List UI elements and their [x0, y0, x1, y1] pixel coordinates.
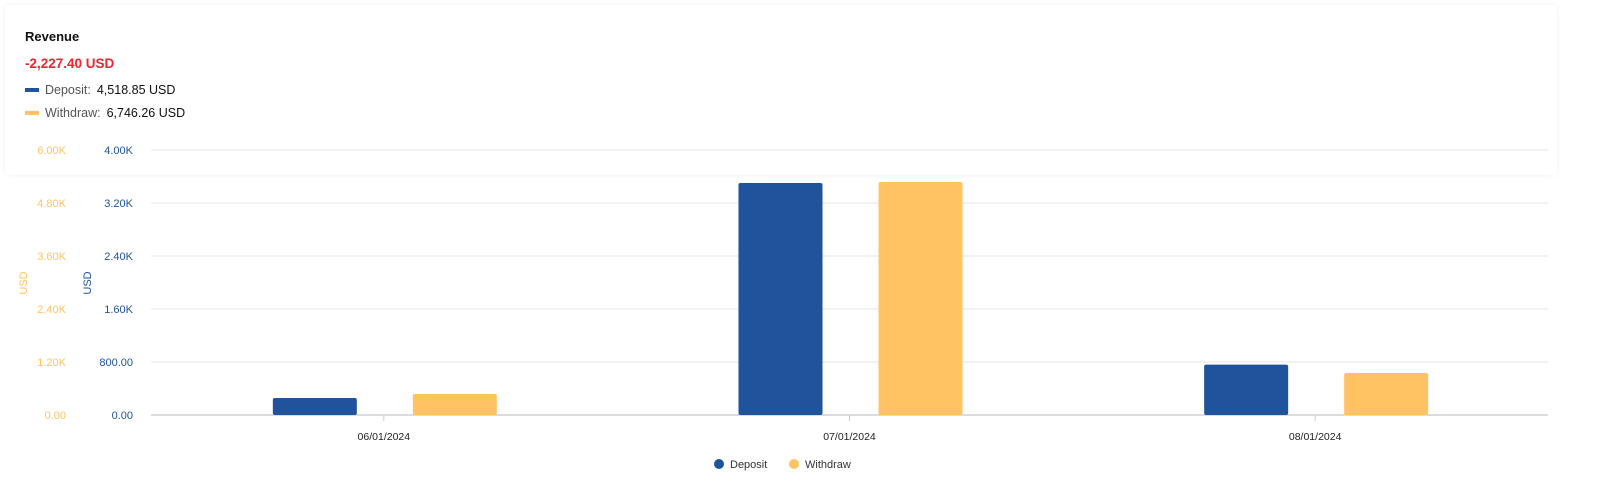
bar-withdraw	[412, 394, 497, 415]
summary-card	[5, 5, 1557, 175]
bar-deposit	[738, 182, 823, 415]
deposit-value: 4,518.85 USD	[96, 83, 176, 97]
withdraw-swatch	[25, 111, 39, 115]
summary-withdraw: Withdraw: 6,746.26 USD	[25, 106, 185, 120]
y-axis-title-deposit: USD	[82, 271, 94, 294]
legend-label-deposit[interactable]: Deposit	[730, 459, 767, 471]
y-tick-label-withdraw: 2.40K	[37, 304, 66, 316]
bar-deposit	[1204, 364, 1289, 415]
y-tick-label-deposit: 0.00	[112, 410, 133, 422]
y-tick-label-deposit: 2.40K	[104, 251, 133, 263]
withdraw-value: 6,746.26 USD	[106, 106, 186, 120]
y-tick-label-deposit: 800.00	[99, 357, 133, 369]
y-axis-title-withdraw: USD	[18, 271, 30, 294]
legend-marker-deposit	[714, 459, 724, 469]
y-tick-label-deposit: 1.60K	[104, 304, 133, 316]
y-tick-label-deposit: 4.00K	[104, 145, 133, 157]
bar-withdraw	[878, 182, 963, 415]
x-tick-label: 07/01/2024	[823, 431, 876, 443]
bar-deposit	[272, 397, 357, 415]
y-tick-label-deposit: 3.20K	[104, 198, 133, 210]
bar-withdraw	[1344, 372, 1429, 415]
legend-label-withdraw[interactable]: Withdraw	[805, 459, 851, 471]
x-tick-label: 06/01/2024	[358, 431, 411, 443]
deposit-swatch	[25, 88, 39, 92]
legend-marker-withdraw	[789, 459, 799, 469]
chart-title: Revenue	[25, 29, 80, 44]
y-tick-label-withdraw: 1.20K	[37, 357, 66, 369]
y-tick-label-withdraw: 6.00K	[37, 145, 66, 157]
withdraw-label: Withdraw:	[45, 106, 101, 120]
deposit-label: Deposit:	[45, 83, 91, 97]
net-total: -2,227.40 USD	[25, 56, 115, 71]
summary-deposit: Deposit: 4,518.85 USD	[25, 83, 175, 97]
y-tick-label-withdraw: 0.00	[45, 410, 66, 422]
y-tick-label-withdraw: 4.80K	[37, 198, 66, 210]
y-tick-label-withdraw: 3.60K	[37, 251, 66, 263]
x-tick-label: 08/01/2024	[1289, 431, 1342, 443]
